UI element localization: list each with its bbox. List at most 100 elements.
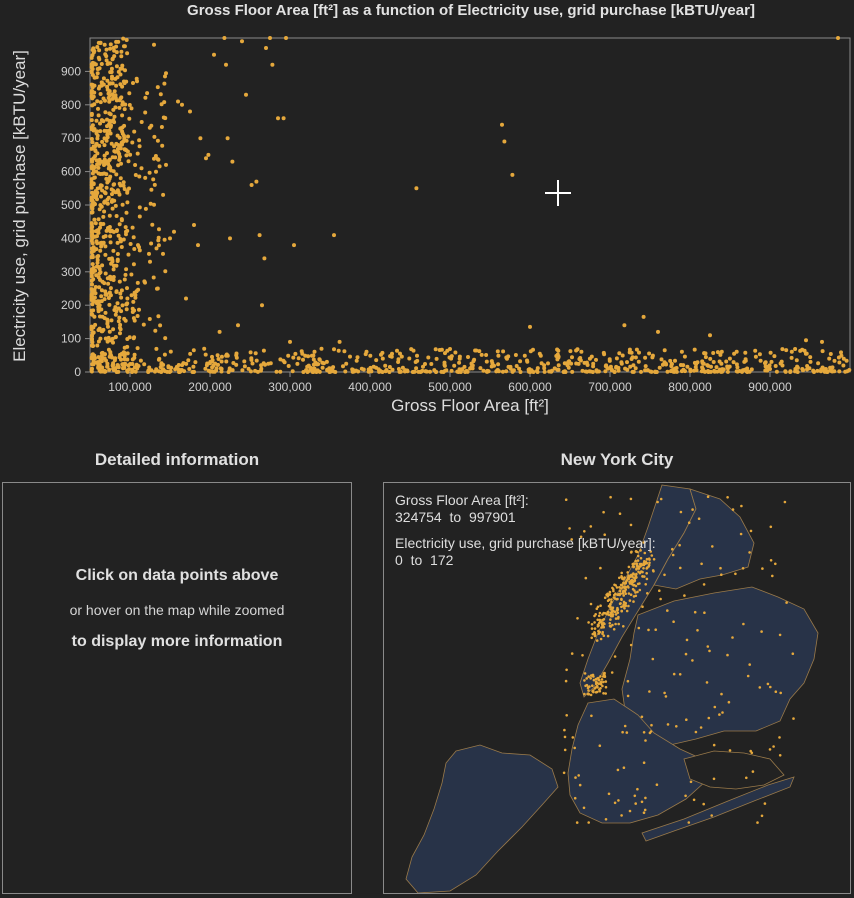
data-point[interactable] [219, 359, 224, 364]
data-point[interactable] [124, 267, 129, 272]
data-point[interactable] [125, 368, 130, 373]
data-point[interactable] [90, 302, 95, 307]
data-point[interactable] [228, 236, 232, 241]
data-point[interactable] [579, 349, 584, 354]
map-building-dot[interactable] [641, 605, 644, 608]
data-point[interactable] [108, 240, 113, 245]
data-point[interactable] [141, 322, 146, 327]
map-building-dot[interactable] [749, 749, 752, 753]
data-point[interactable] [105, 276, 110, 281]
data-point[interactable] [96, 301, 101, 306]
data-point[interactable] [90, 330, 95, 335]
data-point[interactable] [137, 245, 141, 250]
map-building-dot[interactable] [774, 690, 778, 693]
data-point[interactable] [90, 48, 95, 52]
data-point[interactable] [89, 137, 94, 141]
data-point[interactable] [89, 229, 94, 234]
data-point[interactable] [495, 349, 500, 354]
data-point[interactable] [182, 369, 187, 374]
data-point[interactable] [825, 369, 830, 374]
map-building-dot[interactable] [590, 636, 593, 640]
data-point[interactable] [89, 221, 94, 226]
map-building-dot[interactable] [584, 576, 588, 580]
map-building-dot[interactable] [596, 605, 600, 609]
data-point[interactable] [96, 254, 101, 258]
data-point[interactable] [234, 362, 239, 367]
data-point[interactable] [162, 100, 167, 105]
data-point[interactable] [98, 129, 103, 134]
map-building-dot[interactable] [654, 628, 657, 631]
data-point[interactable] [442, 362, 447, 367]
map-building-dot[interactable] [628, 580, 632, 583]
map-building-dot[interactable] [634, 559, 637, 563]
data-point[interactable] [94, 194, 99, 199]
data-point[interactable] [154, 346, 159, 351]
data-point[interactable] [466, 355, 470, 359]
map-building-dot[interactable] [693, 610, 697, 614]
data-point[interactable] [804, 351, 809, 356]
data-point[interactable] [423, 369, 428, 374]
data-point[interactable] [96, 55, 101, 60]
map-building-dot[interactable] [585, 677, 588, 680]
map-building-dot[interactable] [632, 572, 635, 575]
data-point[interactable] [142, 362, 147, 367]
map-building-dot[interactable] [608, 590, 612, 594]
data-point[interactable] [123, 272, 128, 277]
map-building-dot[interactable] [731, 508, 735, 511]
data-point[interactable] [123, 68, 127, 73]
data-point[interactable] [101, 96, 106, 101]
map-building-dot[interactable] [720, 692, 723, 696]
map-building-dot[interactable] [592, 678, 596, 682]
data-point[interactable] [143, 95, 148, 100]
data-point[interactable] [96, 362, 101, 367]
map-building-dot[interactable] [791, 652, 795, 655]
data-point[interactable] [118, 239, 123, 244]
data-point[interactable] [514, 364, 519, 368]
data-point[interactable] [316, 362, 321, 367]
map-building-dot[interactable] [623, 590, 627, 593]
data-point[interactable] [622, 323, 627, 328]
data-point[interactable] [108, 293, 113, 298]
data-point[interactable] [89, 82, 94, 87]
map-building-dot[interactable] [658, 589, 661, 592]
map-building-dot[interactable] [594, 613, 597, 616]
data-point[interactable] [90, 337, 94, 342]
data-point[interactable] [629, 357, 634, 361]
map-building-dot[interactable] [648, 690, 651, 693]
data-point[interactable] [481, 368, 486, 373]
data-point[interactable] [111, 45, 116, 50]
map-building-dot[interactable] [598, 611, 602, 615]
data-point[interactable] [158, 323, 163, 328]
map-building-dot[interactable] [620, 814, 623, 817]
data-point[interactable] [157, 227, 161, 232]
data-point[interactable] [143, 175, 148, 180]
map-building-dot[interactable] [604, 685, 608, 689]
data-point[interactable] [249, 183, 254, 187]
data-point[interactable] [292, 243, 296, 248]
map-building-dot[interactable] [640, 715, 644, 719]
data-point[interactable] [122, 316, 127, 321]
data-point[interactable] [306, 354, 311, 359]
data-point[interactable] [104, 47, 109, 52]
data-point[interactable] [100, 159, 105, 164]
data-point[interactable] [542, 369, 547, 374]
map-building-dot[interactable] [766, 682, 770, 686]
data-point[interactable] [119, 140, 124, 145]
data-point[interactable] [286, 364, 291, 368]
map-building-dot[interactable] [620, 583, 624, 587]
data-point[interactable] [330, 368, 335, 372]
data-point[interactable] [421, 364, 425, 369]
data-point[interactable] [257, 233, 262, 238]
map-building-dot[interactable] [595, 607, 599, 610]
data-point[interactable] [107, 93, 112, 98]
data-point[interactable] [388, 354, 393, 359]
data-point[interactable] [261, 361, 266, 366]
data-point[interactable] [128, 362, 133, 366]
data-point[interactable] [125, 200, 130, 205]
data-point[interactable] [127, 91, 132, 96]
data-point[interactable] [119, 309, 124, 314]
data-point[interactable] [100, 279, 105, 284]
map-building-dot[interactable] [620, 609, 623, 613]
data-point[interactable] [590, 370, 595, 374]
data-point[interactable] [163, 269, 168, 274]
